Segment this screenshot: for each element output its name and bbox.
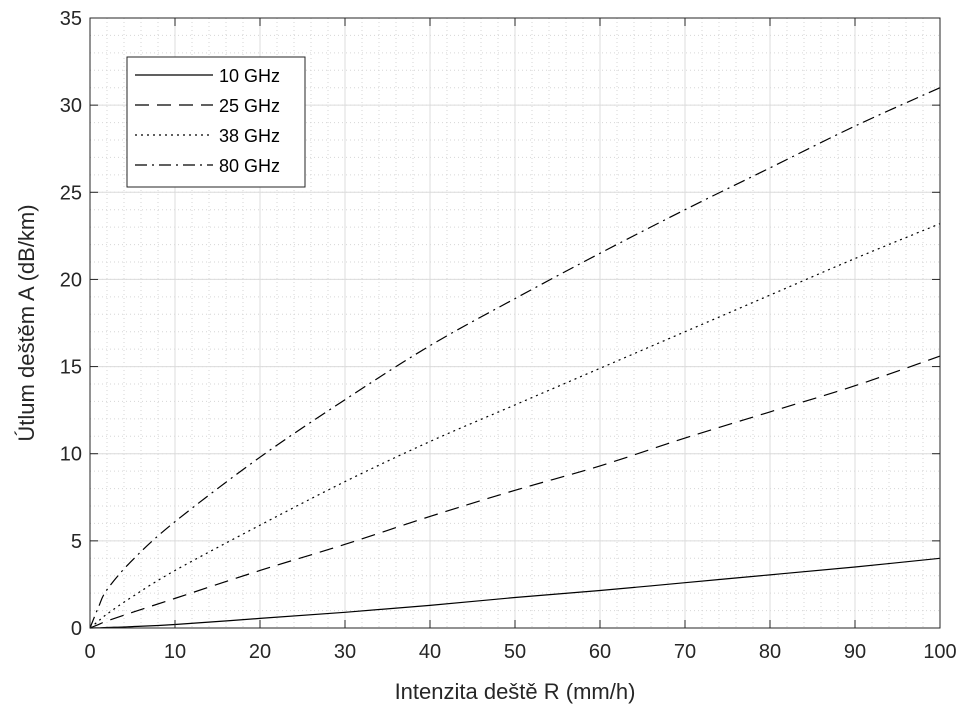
x-tick-label: 50 (504, 641, 526, 663)
x-tick-label: 20 (249, 641, 271, 663)
series-line-10-ghz (89, 557, 941, 629)
x-tick-label: 70 (674, 641, 696, 663)
legend-label-80-ghz: 80 GHz (219, 156, 280, 176)
x-tick-label: 100 (923, 641, 956, 663)
legend-label-38-ghz: 38 GHz (219, 126, 280, 146)
x-tick-label: 80 (759, 641, 781, 663)
legend: 10 GHz 25 GHz 38 GHz 80 GHz (126, 56, 306, 188)
x-axis-title: Intenzita deště R (mm/h) (395, 679, 636, 704)
x-tick-label: 90 (844, 641, 866, 663)
x-tick-labels: 0 10 20 30 40 50 60 70 80 90 100 (84, 641, 956, 663)
x-tick-label: 10 (164, 641, 186, 663)
legend-label-25-ghz: 25 GHz (219, 96, 280, 116)
y-tick-label: 10 (60, 444, 82, 466)
y-tick-label: 15 (60, 357, 82, 379)
y-tick-label: 30 (60, 95, 82, 117)
y-tick-label: 35 (60, 8, 82, 30)
legend-label-10-ghz: 10 GHz (219, 66, 280, 86)
legend-box (126, 56, 306, 188)
x-tick-label: 60 (589, 641, 611, 663)
y-tick-label: 25 (60, 182, 82, 204)
y-tick-label: 20 (60, 269, 82, 291)
tick-marks (89, 17, 941, 629)
y-axis-title: Útlum deštěm A (dB/km) (14, 204, 39, 441)
y-tick-label: 5 (71, 531, 82, 553)
series-line-38-ghz (89, 223, 941, 629)
x-tick-label: 30 (334, 641, 356, 663)
series-line-80-ghz (89, 87, 941, 629)
x-tick-label: 0 (84, 641, 95, 663)
y-tick-labels: 0 5 10 15 20 25 30 35 (60, 8, 82, 640)
x-tick-label: 40 (419, 641, 441, 663)
y-tick-label: 0 (71, 618, 82, 640)
series-line-25-ghz (89, 355, 941, 629)
series-layer (89, 87, 941, 629)
